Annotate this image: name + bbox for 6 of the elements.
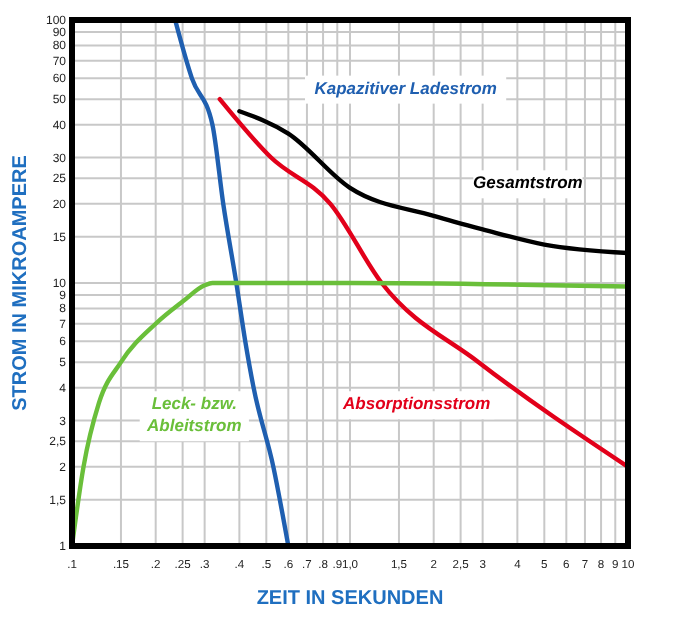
- x-axis-title: ZEIT IN SEKUNDEN: [256, 588, 444, 610]
- text: Kapazitiver Ladestrom: [314, 77, 498, 98]
- series-label: Absorptionsstrom: [341, 393, 492, 414]
- text: Leck- bzw. Ableitstrom: [145, 393, 243, 436]
- y-axis-title: STROM IN MIKROAMPERE: [10, 154, 32, 411]
- series-label: Gesamtstrom: [473, 172, 584, 193]
